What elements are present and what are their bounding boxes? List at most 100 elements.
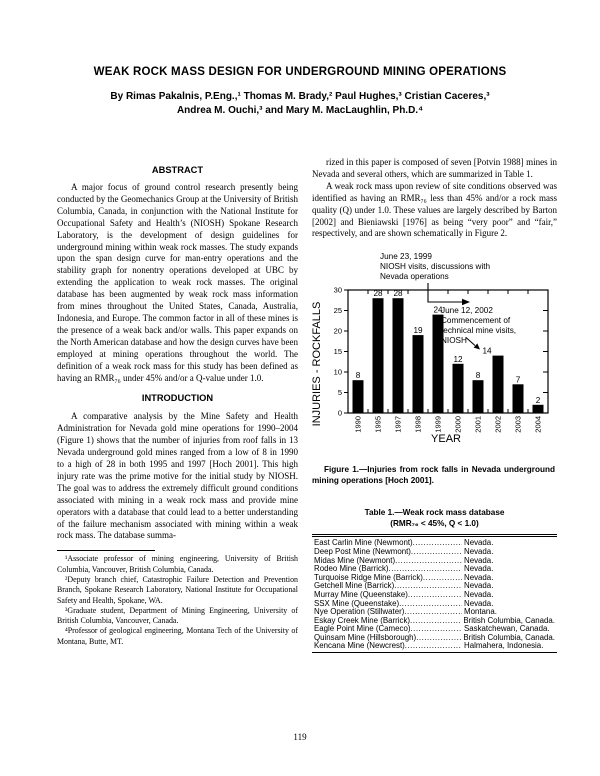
authors-line-1: By Rimas Pakalnis, P.Eng.,¹ Thomas M. Br…: [110, 91, 490, 102]
mine-name-cell: Turquoise Ridge Mine (Barrick): [314, 574, 462, 583]
dot-leader: [410, 617, 461, 626]
table1-body: East Carlin Mine (Newmont)Nevada.Deep Po…: [312, 534, 557, 654]
dot-leader: [389, 565, 462, 574]
dot-leader: [411, 548, 462, 557]
mine-name: Kencana Mine (Newcrest): [314, 642, 405, 651]
mine-location: Halmahera, Indonesia.: [464, 641, 544, 651]
dot-leader: [413, 539, 462, 548]
dot-leader: [394, 582, 462, 591]
y-tick-label: 25: [334, 306, 342, 315]
mine-name: Rodeo Mine (Barrick): [314, 565, 389, 574]
mine-location: Nevada.: [464, 546, 494, 556]
bar-value-label: 19: [413, 326, 423, 335]
footnote-2: ²Deputy branch chief, Catastrophic Failu…: [57, 574, 298, 605]
authors: By Rimas Pakalnis, P.Eng.,¹ Thomas M. Br…: [0, 90, 600, 118]
footnote-4: ⁴Professor of geological engineering, Mo…: [57, 626, 298, 646]
mine-name-cell: Kencana Mine (Newcrest): [314, 642, 462, 651]
table-row: SSX Mine (Queenstake) Nevada.: [312, 599, 557, 609]
authors-line-2: Andrea M. Ouchi,³ and Mary M. MacLaughli…: [176, 105, 424, 116]
continuation-paragraph: rized in this paper is composed of seven…: [312, 157, 557, 179]
dot-leader: [395, 557, 462, 566]
x-tick-label: 2004: [534, 416, 543, 433]
annotation-2002-line: [465, 337, 476, 347]
mine-location: Saskatchewan, Canada.: [464, 624, 550, 634]
table1-bottom-rule: [312, 652, 557, 654]
mine-location: British Columbia, Canada.: [463, 632, 555, 642]
mine-name: SSX Mine (Queenstake): [314, 599, 400, 608]
bar-value-label: 28: [373, 290, 383, 299]
mine-name-cell: Getchell Mine (Barrick): [314, 582, 462, 591]
mine-name-cell: Quinsam Mine (Hillsborough): [314, 634, 461, 643]
dot-leader: [404, 608, 462, 617]
mine-name: Nye Operation (Stillwater): [314, 608, 405, 617]
table-row: Midas Mine (Newmont) Nevada.: [312, 555, 557, 566]
table-row: Quinsam Mine (Hillsborough) British Colum…: [312, 632, 557, 643]
footnote-1: ¹Associate professor of mining engineeri…: [57, 554, 298, 574]
annotation-arrows: [427, 283, 480, 350]
x-tick-label: 2000: [454, 416, 463, 433]
mine-location: Nevada.: [464, 564, 494, 574]
table1-top-rule: [312, 534, 557, 538]
mine-location: Nevada.: [464, 581, 494, 591]
bar-value-label: 8: [476, 372, 481, 381]
mine-name: Midas Mine (Newmont): [314, 556, 396, 565]
mine-name-cell: SSX Mine (Queenstake): [314, 600, 462, 609]
mine-location: Nevada.: [464, 538, 494, 548]
y-tick-label: 10: [334, 368, 342, 377]
mine-name: Eskay Creek Mine (Barrick): [314, 616, 411, 625]
mine-name: Turquoise Ridge Mine (Barrick): [314, 573, 423, 582]
x-tick-label: 2002: [494, 416, 503, 433]
paper-title: WEAK ROCK MASS DESIGN FOR UNDERGROUND MI…: [93, 66, 507, 78]
abstract-heading: ABSTRACT: [151, 165, 204, 175]
bar: [492, 355, 504, 414]
table1-title-line1: Table 1.—Weak rock mass database: [364, 508, 505, 518]
table-row: Turquoise Ridge Mine (Barrick) Nevada.: [312, 572, 557, 583]
bar-value-label: 2: [536, 396, 541, 405]
dot-leader: [405, 642, 462, 651]
x-tick-label: 1995: [374, 416, 383, 433]
page-number: 119: [293, 732, 307, 742]
table-row: East Carlin Mine (Newmont) Nevada.: [312, 539, 557, 548]
mine-name: Eagle Point Mine (Cameco): [314, 625, 411, 634]
y-tick-label: 30: [334, 286, 342, 295]
mine-location: British Columbia, Canada.: [463, 615, 555, 625]
bar: [452, 364, 464, 414]
x-tick-label: 1998: [414, 416, 423, 433]
footnote-separator-rule: [57, 550, 155, 552]
dot-leader: [408, 591, 462, 600]
mine-name-cell: Murray Mine (Queenstake): [314, 591, 462, 600]
x-tick-label: 1990: [354, 416, 363, 433]
mine-location: Nevada.: [464, 589, 494, 599]
left-column: ABSTRACT A major focus of ground control…: [57, 152, 298, 647]
bar-value-label: 8: [356, 372, 361, 381]
x-axis-labels: 1990 1995 1997 1998 1999 2000 2001 2002 2003 2004: [354, 416, 543, 433]
table-row: Eskay Creek Mine (Barrick) British Columb…: [312, 615, 557, 626]
table1-title-line2: (RMR₇₆ < 45%, Q < 1.0): [390, 518, 479, 528]
mine-name: Deep Post Mine (Newmont): [314, 547, 411, 556]
bar-value-label: 28: [393, 290, 403, 299]
footnotes-block: ¹Associate professor of mining engineeri…: [57, 550, 298, 647]
mine-name: Quinsam Mine (Hillsborough): [314, 633, 417, 642]
y-axis-title: INJURIES - ROCKFALLS: [312, 302, 323, 427]
dot-leader: [410, 625, 462, 634]
mine-name-cell: Rodeo Mine (Barrick): [314, 565, 462, 574]
table-row: Murray Mine (Queenstake) Nevada.: [312, 589, 557, 600]
table1: Table 1.—Weak rock mass database (RMR₇₆ …: [312, 508, 557, 654]
dot-leader: [399, 600, 462, 609]
bar: [352, 380, 364, 414]
bar: [412, 335, 424, 414]
mine-location: Nevada.: [464, 572, 494, 582]
annotation-2002-arrowhead: [473, 343, 480, 350]
table-row: Kencana Mine (Newcrest) Halmahera, Indone…: [312, 642, 557, 651]
mine-location: Nevada.: [464, 555, 494, 565]
annotation-1999-arrowhead: [462, 299, 470, 306]
introduction-heading: INTRODUCTION: [141, 393, 214, 404]
x-tick-label: 1999: [434, 416, 443, 433]
bar-value-label: 12: [453, 355, 463, 364]
mine-name-cell: Eagle Point Mine (Cameco): [314, 625, 462, 634]
mine-name: East Carlin Mine (Newmont): [314, 539, 413, 548]
bar: [472, 380, 484, 414]
bar: [432, 314, 444, 414]
table-row: Deep Post Mine (Newmont) Nevada.: [312, 546, 557, 557]
